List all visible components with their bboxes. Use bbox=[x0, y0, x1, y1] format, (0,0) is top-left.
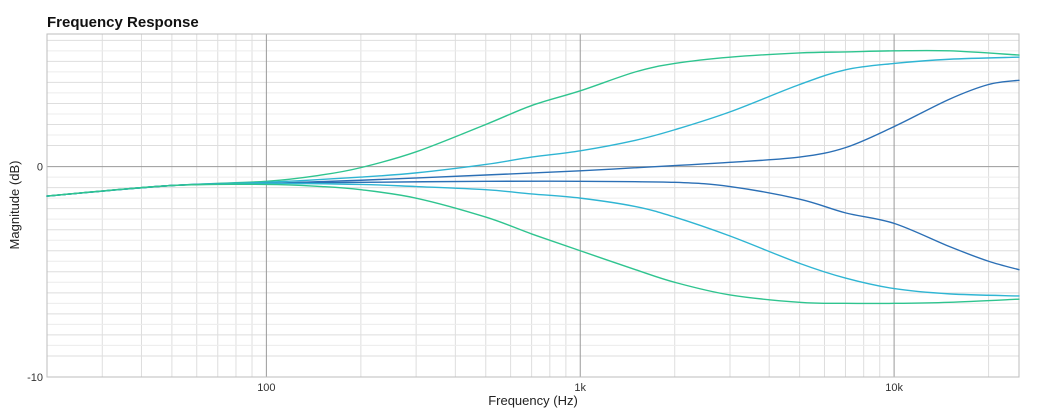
y-tick-label: 0 bbox=[37, 162, 43, 174]
series-line-5 bbox=[46, 182, 1020, 297]
series-line-2 bbox=[46, 56, 1020, 197]
series-layer bbox=[46, 49, 1020, 305]
x-tick-label: 10k bbox=[885, 382, 903, 394]
plot-frame bbox=[46, 33, 1020, 378]
minor-grid bbox=[47, 34, 1019, 377]
series-line-6 bbox=[46, 183, 1020, 305]
y-tick-label: -10 bbox=[27, 372, 43, 384]
x-tick-label: 1k bbox=[574, 382, 586, 394]
chart-title: Frequency Response bbox=[47, 14, 199, 31]
y-axis-label: Magnitude (dB) bbox=[7, 161, 22, 250]
x-axis-label: Frequency (Hz) bbox=[488, 393, 578, 408]
x-tick-label: 100 bbox=[257, 382, 275, 394]
series-line-1 bbox=[46, 49, 1020, 197]
tick-labels: 100 1k 10k 0 -10 bbox=[27, 162, 903, 394]
plot-background bbox=[47, 34, 1019, 377]
